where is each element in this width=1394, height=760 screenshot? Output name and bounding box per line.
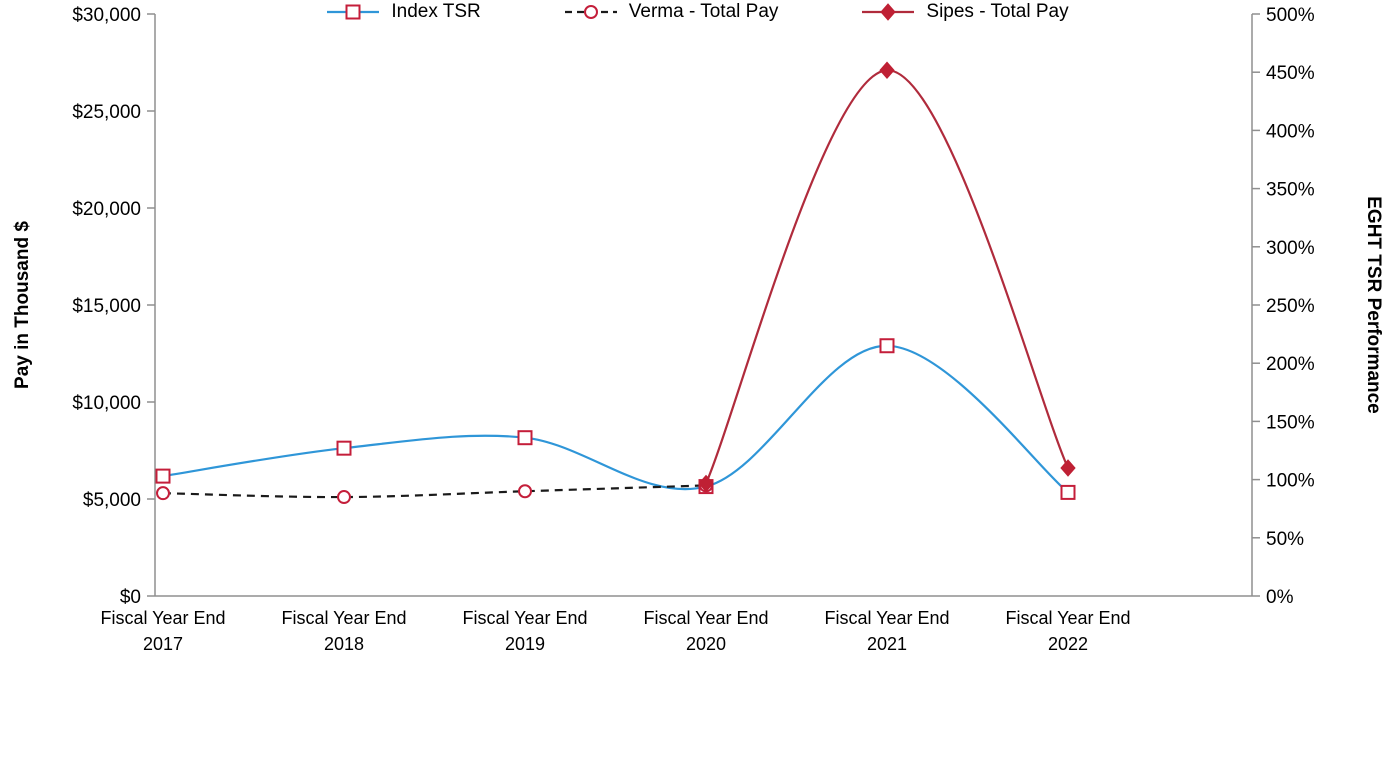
right-axis-tick-label: 100% xyxy=(1266,471,1315,492)
index-tsr-marker xyxy=(155,468,171,484)
right-axis-title: EGHT TSR Performance xyxy=(1363,196,1384,414)
left-axis-tick-label: $30,000 xyxy=(72,5,141,26)
x-axis-label: Fiscal Year End 2022 xyxy=(1005,608,1130,654)
verma-total-pay-legend-swatch-icon xyxy=(564,5,617,19)
index-tsr-marker xyxy=(345,4,361,20)
left-axis-tick-label: $10,000 xyxy=(72,393,141,414)
index-tsr-marker xyxy=(336,440,352,456)
index-tsr-legend-swatch-icon xyxy=(327,4,380,20)
series-line-sipes-total-pay xyxy=(704,69,1070,484)
right-axis-tick-label: 450% xyxy=(1266,63,1315,84)
right-axis-tick-label: 50% xyxy=(1266,529,1304,550)
index-tsr-marker xyxy=(1060,484,1076,500)
chart-legend: Index TSR Verma - Total Pay Sipes - Total … xyxy=(0,0,1394,24)
right-axis-tick-label: 300% xyxy=(1266,238,1315,259)
legend-item-index-tsr: Index TSR xyxy=(325,0,481,24)
right-axis-tick-label: 150% xyxy=(1266,412,1315,433)
right-axis-tick-label: 200% xyxy=(1266,354,1315,375)
index-tsr-marker xyxy=(517,430,533,446)
legend-item-verma-total-pay: Verma - Total Pay xyxy=(563,0,779,24)
sipes-total-pay-marker xyxy=(698,474,714,493)
left-axis-tick-label: $5,000 xyxy=(83,490,141,511)
x-axis-label: Fiscal Year End 2021 xyxy=(824,608,949,654)
left-axis-tick-label: $0 xyxy=(120,587,141,608)
verma-total-pay-marker xyxy=(518,484,532,499)
sipes-total-pay-marker xyxy=(879,61,895,80)
x-axis-label: Fiscal Year End 2020 xyxy=(643,608,768,654)
x-axis-label: Fiscal Year End 2019 xyxy=(462,608,587,654)
pay-vs-tsr-performance-chart: $0 $5,000 $10,000 $15,000 $20,000 $25,000 $30,… xyxy=(12,5,1384,654)
right-axis-tick-label: 400% xyxy=(1266,121,1315,142)
right-axis-tick-label: 350% xyxy=(1266,180,1315,201)
verma-total-pay-marker xyxy=(337,490,351,505)
index-tsr-marker xyxy=(879,338,895,354)
series-line-index-tsr xyxy=(162,344,1069,494)
right-axis-tick-label: 250% xyxy=(1266,296,1315,317)
legend-item-sipes-total-pay: Sipes - Total Pay xyxy=(860,0,1069,24)
right-axis-tick-label: 0% xyxy=(1266,587,1294,608)
legend-label: Index TSR xyxy=(391,1,481,22)
left-axis-tick-label: $25,000 xyxy=(72,102,141,123)
right-axis-tick-label: 500% xyxy=(1266,5,1315,26)
sipes-total-pay-marker xyxy=(1060,459,1076,477)
verma-total-pay-marker xyxy=(156,486,170,501)
x-axis-label: Fiscal Year End 2018 xyxy=(281,608,406,654)
legend-label: Sipes - Total Pay xyxy=(926,1,1069,22)
sipes-total-pay-marker xyxy=(880,3,897,21)
x-axis-label: Fiscal Year End 2017 xyxy=(100,608,225,654)
series-line-verma-total-pay xyxy=(162,484,707,499)
left-axis-title: Pay in Thousand $ xyxy=(12,221,33,389)
verma-total-pay-marker xyxy=(583,5,598,19)
left-axis-tick-label: $15,000 xyxy=(72,296,141,317)
legend-label: Verma - Total Pay xyxy=(628,1,779,22)
sipes-total-pay-legend-swatch-icon xyxy=(862,3,915,21)
left-axis-tick-label: $20,000 xyxy=(72,199,141,220)
